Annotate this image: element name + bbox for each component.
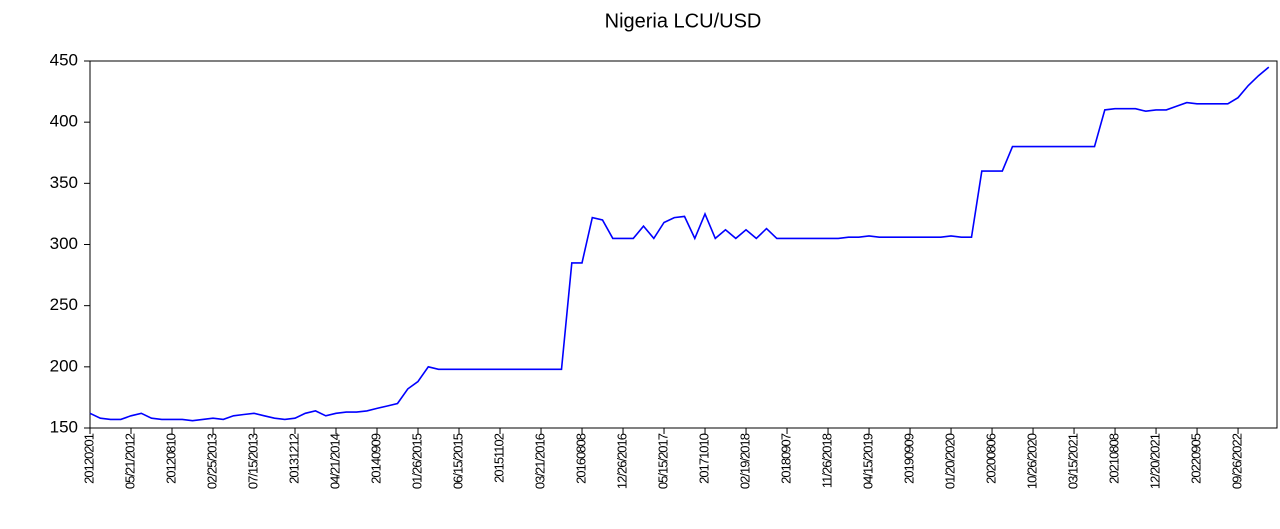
- x-tick-label: 04/15/2019: [860, 433, 875, 489]
- x-tick-label: 06/15/2015: [450, 433, 465, 489]
- x-tick-label: 01/20/2020: [942, 433, 957, 489]
- x-tick-label: 05/15/2017: [655, 433, 670, 489]
- x-tick-label: 11/26/2018: [819, 433, 834, 488]
- x-tick-label: 10/26/2020: [1024, 433, 1039, 489]
- x-tick-label: 20210808: [1106, 433, 1121, 484]
- x-tick-label: 20120810: [163, 433, 178, 484]
- y-tick-label: 250: [50, 295, 78, 314]
- y-tick-label: 450: [50, 50, 78, 69]
- y-tick-label: 400: [50, 112, 78, 131]
- x-tick-label: 20220905: [1188, 433, 1203, 484]
- x-tick-label: 04/21/2014: [327, 433, 342, 489]
- x-tick-label: 03/21/2016: [532, 433, 547, 489]
- data-line: [89, 66, 1270, 422]
- chart-title: Nigeria LCU/USD: [605, 10, 762, 32]
- x-tick-label: 05/21/2012: [122, 433, 137, 489]
- x-tick-label: 20131212: [286, 433, 301, 484]
- x-tick-label: 12/26/2016: [614, 433, 629, 489]
- x-tick-label: 20160808: [573, 433, 588, 484]
- x-tick-label: 01/26/2015: [409, 433, 424, 489]
- x-tick-label: 20120201: [81, 433, 96, 484]
- x-tick-label: 20140909: [368, 433, 383, 484]
- y-tick-label: 150: [50, 417, 78, 436]
- y-tick-label: 300: [50, 234, 78, 253]
- y-tick-label: 200: [50, 356, 78, 375]
- x-tick-label: 20151102: [491, 433, 506, 483]
- x-tick-label: 09/26/2022: [1229, 433, 1244, 489]
- x-tick-label: 20180907: [778, 433, 793, 484]
- plot-frame: [89, 60, 1278, 429]
- x-tick-label: 12/20/2021: [1147, 433, 1162, 489]
- x-tick-label: 03/15/2021: [1065, 433, 1080, 489]
- y-tick-label: 350: [50, 173, 78, 192]
- x-tick-label: 02/19/2018: [737, 433, 752, 489]
- x-tick-label: 02/25/2013: [204, 433, 219, 489]
- x-tick-label: 07/15/2013: [245, 433, 260, 489]
- x-tick-label: 20200806: [983, 433, 998, 484]
- x-tick-label: 20190909: [901, 433, 916, 484]
- x-tick-label: 20171010: [696, 433, 711, 484]
